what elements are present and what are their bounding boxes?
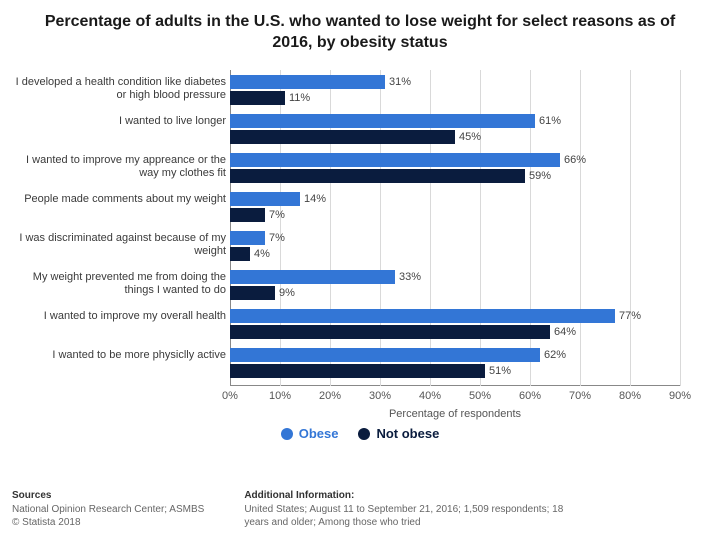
chart-area: Percentage of respondents Obese Not obese… — [0, 64, 720, 444]
additional-info-heading: Additional Information: — [244, 490, 578, 501]
x-tick-label: 80% — [619, 390, 641, 402]
x-axis-line — [230, 385, 680, 386]
bar-value-label: 7% — [269, 208, 285, 222]
bar-value-label: 11% — [289, 91, 310, 105]
additional-info-block: Additional Information: United States; A… — [244, 490, 578, 529]
x-tick-label: 90% — [669, 390, 691, 402]
x-tick-label: 20% — [319, 390, 341, 402]
bar-value-label: 4% — [254, 247, 270, 261]
bar-value-label: 62% — [544, 348, 566, 362]
bar — [230, 364, 485, 378]
category-label: I wanted to improve my appreance or the … — [6, 154, 226, 180]
bar-value-label: 14% — [304, 192, 326, 206]
grid-line — [580, 70, 581, 386]
sources-heading: Sources — [12, 490, 204, 501]
bar — [230, 286, 275, 300]
additional-info-text: United States; August 11 to September 21… — [244, 503, 578, 529]
bar-value-label: 9% — [279, 286, 295, 300]
bar — [230, 75, 385, 89]
x-tick-label: 50% — [469, 390, 491, 402]
x-tick-label: 30% — [369, 390, 391, 402]
bar — [230, 192, 300, 206]
bar — [230, 325, 550, 339]
bar — [230, 169, 525, 183]
footer: Sources National Opinion Research Center… — [12, 490, 708, 529]
x-tick-label: 10% — [269, 390, 291, 402]
x-tick-label: 70% — [569, 390, 591, 402]
bar-value-label: 77% — [619, 309, 641, 323]
x-tick-label: 60% — [519, 390, 541, 402]
x-tick-label: 40% — [419, 390, 441, 402]
copyright-text: © Statista 2018 — [12, 516, 204, 529]
bar-value-label: 59% — [529, 169, 551, 183]
grid-line — [680, 70, 681, 386]
bar-value-label: 64% — [554, 325, 576, 339]
bar-value-label: 66% — [564, 153, 586, 167]
legend-label: Not obese — [376, 426, 439, 441]
grid-line — [630, 70, 631, 386]
bar — [230, 208, 265, 222]
bar — [230, 114, 535, 128]
x-tick-label: 0% — [222, 390, 238, 402]
category-label: I wanted to be more physiclly active — [6, 349, 226, 362]
chart-title: Percentage of adults in the U.S. who wan… — [0, 0, 720, 60]
category-label: I wanted to live longer — [6, 115, 226, 128]
bar-value-label: 51% — [489, 364, 511, 378]
bar-value-label: 45% — [459, 130, 481, 144]
category-label: My weight prevented me from doing the th… — [6, 271, 226, 297]
legend: Obese Not obese — [0, 426, 720, 443]
sources-block: Sources National Opinion Research Center… — [12, 490, 204, 529]
bar — [230, 91, 285, 105]
bar-value-label: 61% — [539, 114, 561, 128]
legend-item: Not obese — [358, 426, 439, 441]
category-label: I was discriminated against because of m… — [6, 232, 226, 258]
category-label: I developed a health condition like diab… — [6, 76, 226, 102]
legend-label: Obese — [299, 426, 339, 441]
bar — [230, 130, 455, 144]
bar — [230, 348, 540, 362]
bar-value-label: 31% — [389, 75, 411, 89]
legend-item: Obese — [281, 426, 339, 441]
bar — [230, 309, 615, 323]
category-label: People made comments about my weight — [6, 193, 226, 206]
bar — [230, 247, 250, 261]
bar — [230, 231, 265, 245]
bar-value-label: 33% — [399, 270, 421, 284]
legend-swatch — [281, 428, 293, 440]
bar — [230, 153, 560, 167]
bar-value-label: 7% — [269, 231, 285, 245]
x-axis-label: Percentage of respondents — [230, 408, 680, 420]
legend-swatch — [358, 428, 370, 440]
sources-text: National Opinion Research Center; ASMBS — [12, 503, 204, 516]
category-label: I wanted to improve my overall health — [6, 310, 226, 323]
bar — [230, 270, 395, 284]
